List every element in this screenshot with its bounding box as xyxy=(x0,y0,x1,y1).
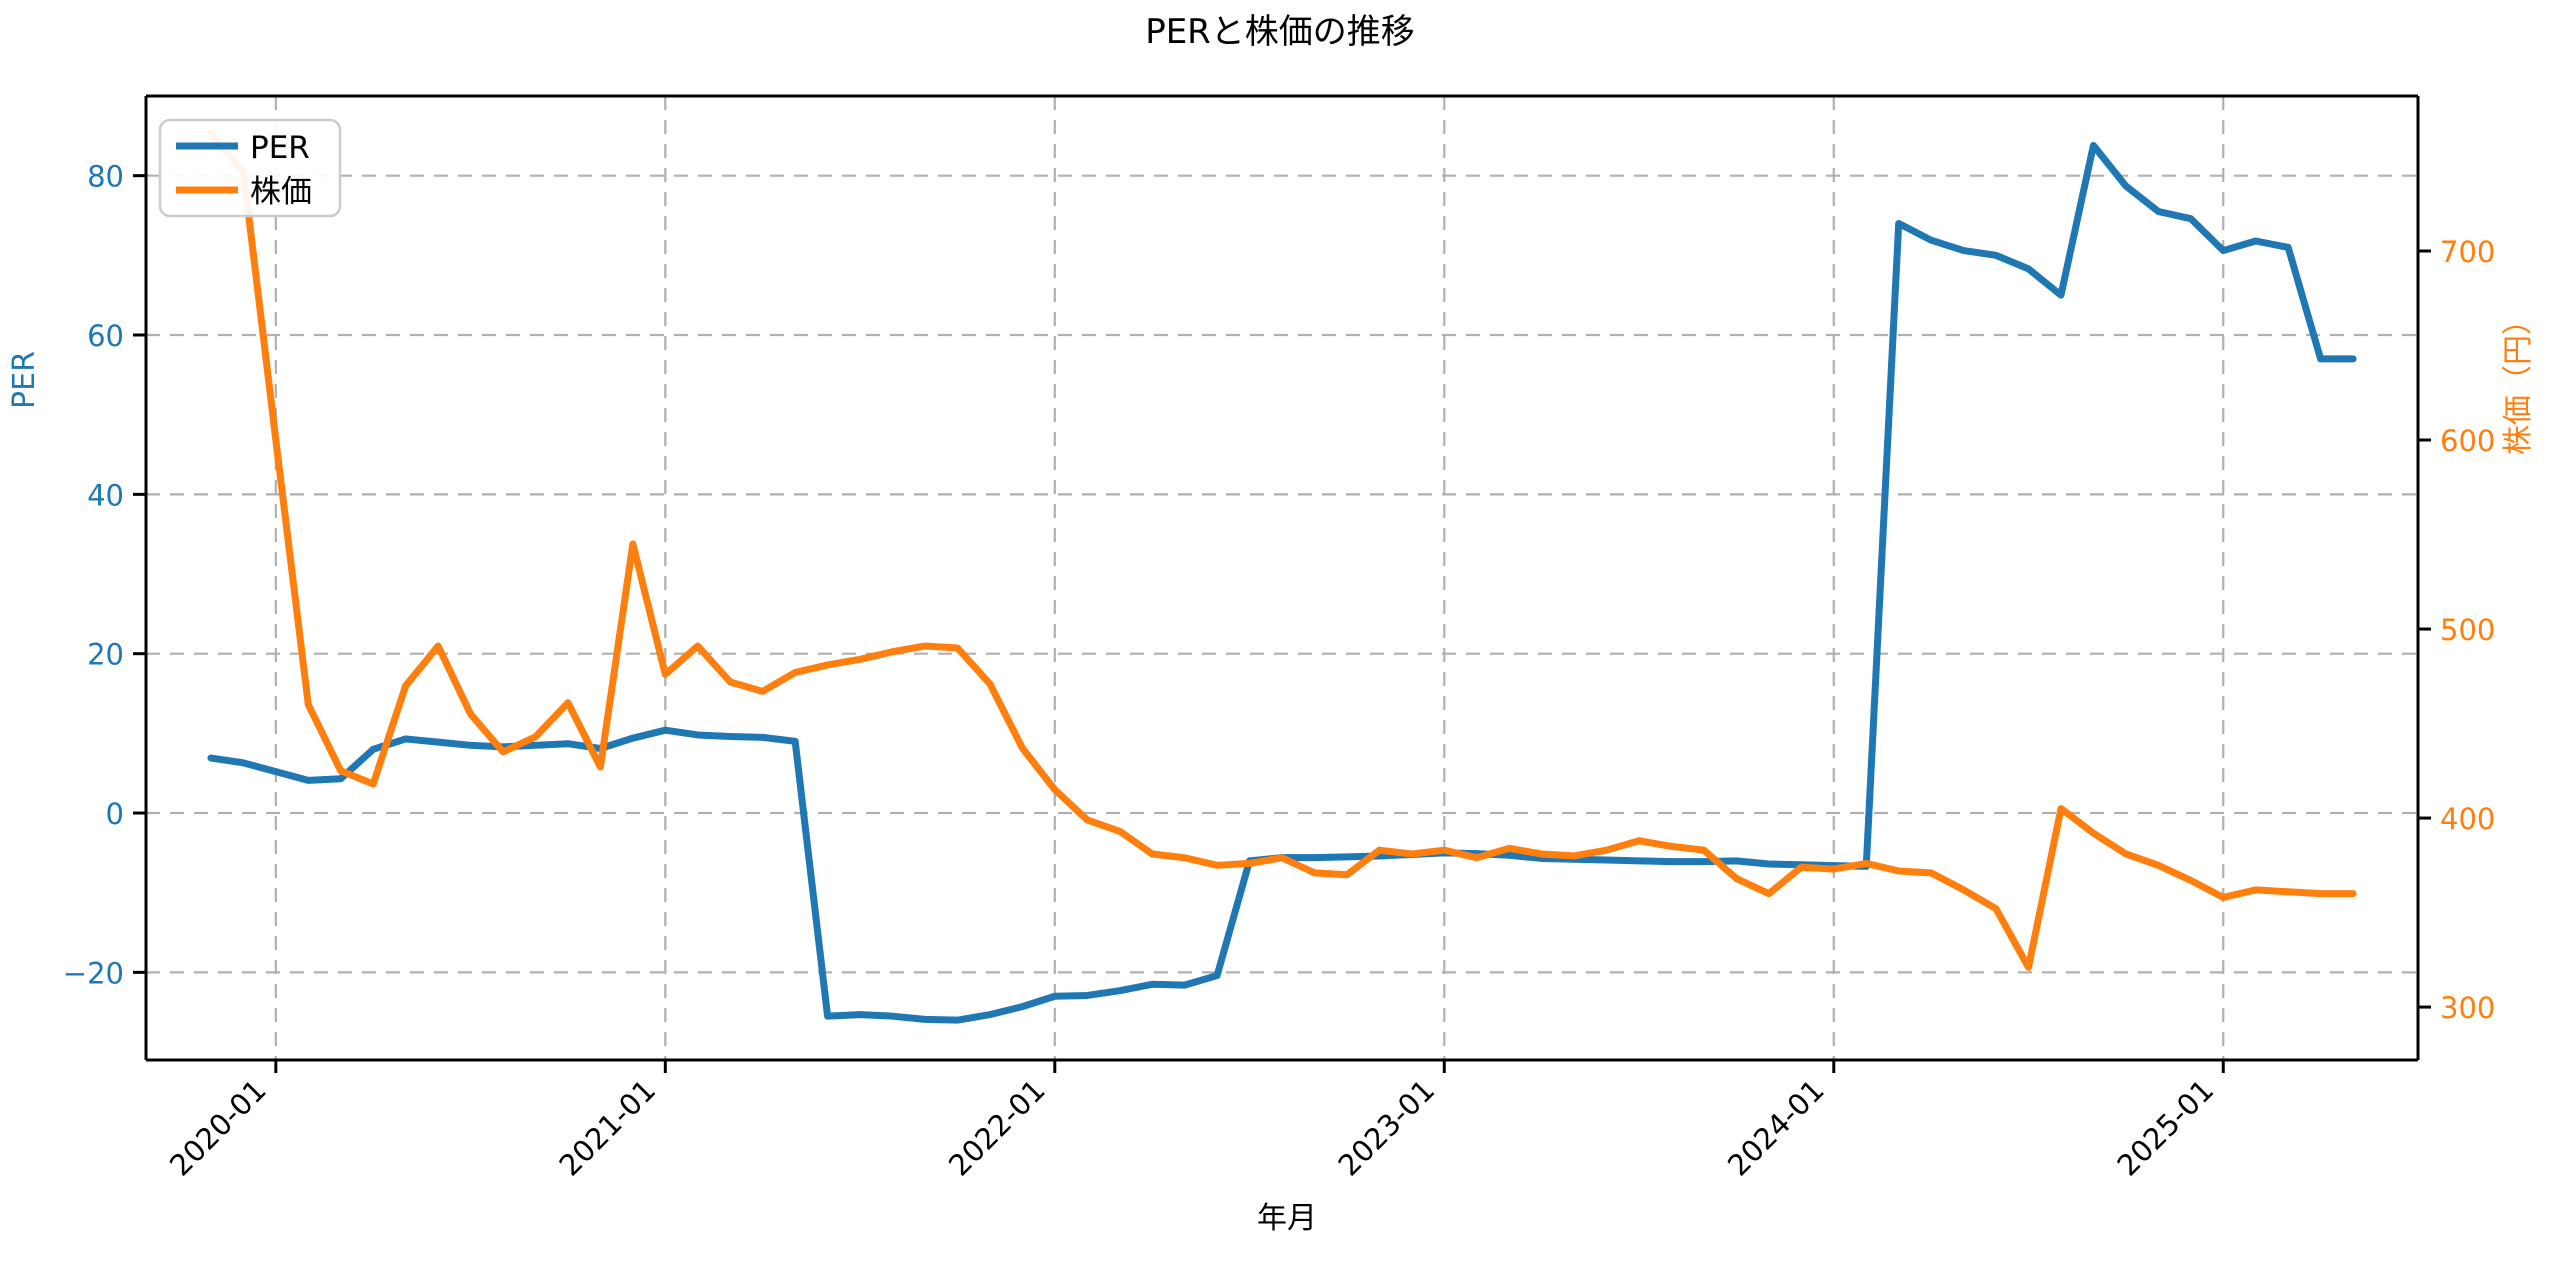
y-axis-right-tick-label: 300 xyxy=(2440,991,2495,1025)
x-axis-label: 年月 xyxy=(1257,1201,1317,1236)
y-axis-left-tick-label: 20 xyxy=(87,638,124,672)
tick-marks xyxy=(133,174,2431,1073)
y-axis-left-tick-label: 0 xyxy=(106,797,124,831)
y-axis-right-tick-label: 600 xyxy=(2440,424,2495,458)
axes xyxy=(144,94,2420,1062)
y-axis-left-tick-label: −20 xyxy=(63,956,124,990)
y-axis-right-label: 株価（円） xyxy=(2501,305,2536,455)
y-axis-left-label: PER xyxy=(7,351,42,409)
y-axis-left-tick-label: 80 xyxy=(87,160,124,194)
grid-lines xyxy=(146,96,2418,1060)
y-axis-right-tick-label: 400 xyxy=(2440,802,2495,836)
plot-lines xyxy=(207,130,2357,1024)
y-axis-left-tick-label: 40 xyxy=(87,478,124,512)
chart-title: PERと株価の推移 xyxy=(1145,12,1415,52)
legend-label-per[interactable]: PER xyxy=(250,130,310,166)
legend-label-stock-price[interactable]: 株価 xyxy=(250,174,312,210)
y-axis-right-tick-label: 500 xyxy=(2440,613,2495,647)
y-axis-right-tick-label: 700 xyxy=(2440,235,2495,269)
y-axis-left-tick-label: 60 xyxy=(87,319,124,353)
series-line-stock-price xyxy=(207,130,2357,971)
chart-legend[interactable]: PER 株価 xyxy=(158,118,342,218)
